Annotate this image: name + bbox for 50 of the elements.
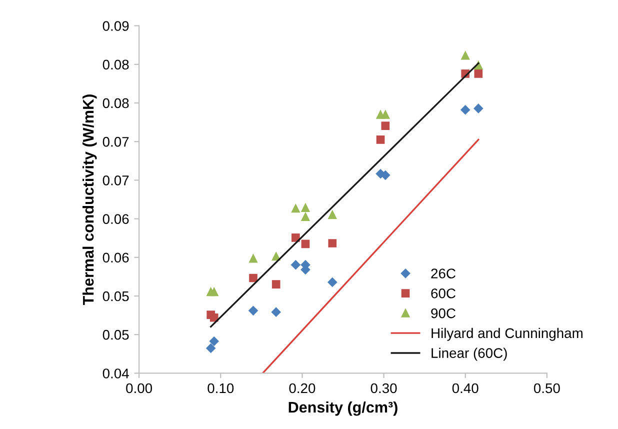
x-tick-label: 0.40	[452, 383, 478, 394]
point	[271, 307, 281, 317]
point	[249, 274, 258, 282]
point	[209, 336, 219, 346]
point	[460, 105, 470, 114]
y-tick-label: 0.06	[102, 252, 129, 263]
point	[381, 122, 390, 130]
point	[301, 204, 310, 212]
x-tick-label: 0.00	[126, 383, 152, 394]
y-tick-label: 0.07	[102, 136, 129, 147]
x-tick-label: 0.20	[289, 383, 316, 394]
point	[381, 110, 390, 119]
x-tick-label: 0.10	[208, 383, 234, 394]
point	[272, 280, 280, 288]
point	[301, 212, 310, 222]
point	[328, 278, 338, 287]
point	[474, 104, 484, 114]
legend-label: Hilyard and Cunningham	[432, 328, 582, 341]
y-tick-label: 0.08	[102, 60, 129, 70]
point	[249, 254, 258, 263]
point	[272, 252, 280, 261]
point	[210, 288, 218, 296]
point	[292, 204, 300, 213]
point	[474, 70, 483, 78]
y-tick-label: 0.07	[102, 176, 129, 186]
point	[248, 306, 258, 316]
point	[301, 240, 310, 248]
x-tick-label: 0.50	[534, 383, 560, 394]
y-tick-label: 0.09	[102, 21, 129, 31]
x-axis-title: Density (g/cm³)	[288, 401, 398, 416]
legend-label: 26C	[431, 268, 456, 278]
point	[206, 344, 216, 353]
point	[376, 136, 385, 144]
y-tick-label: 0.08	[102, 98, 129, 108]
y-tick-label: 0.06	[102, 214, 129, 224]
y-axis-title: Thermal conductivity (W/mK)	[82, 94, 97, 305]
point	[380, 170, 390, 180]
point	[292, 234, 300, 242]
y-tick-label: 0.05	[102, 330, 129, 340]
point	[210, 313, 218, 322]
point	[328, 210, 337, 219]
legend-label: 90C	[431, 308, 456, 318]
y-tick-label: 0.05	[102, 291, 129, 302]
x-tick-label: 0.30	[370, 383, 397, 394]
legend-label: 60C	[431, 288, 456, 298]
legend-label: Linear (60C)	[432, 348, 507, 361]
y-tick-label: 0.04	[102, 368, 129, 378]
point	[328, 239, 337, 248]
point	[461, 51, 470, 60]
point	[291, 260, 300, 270]
